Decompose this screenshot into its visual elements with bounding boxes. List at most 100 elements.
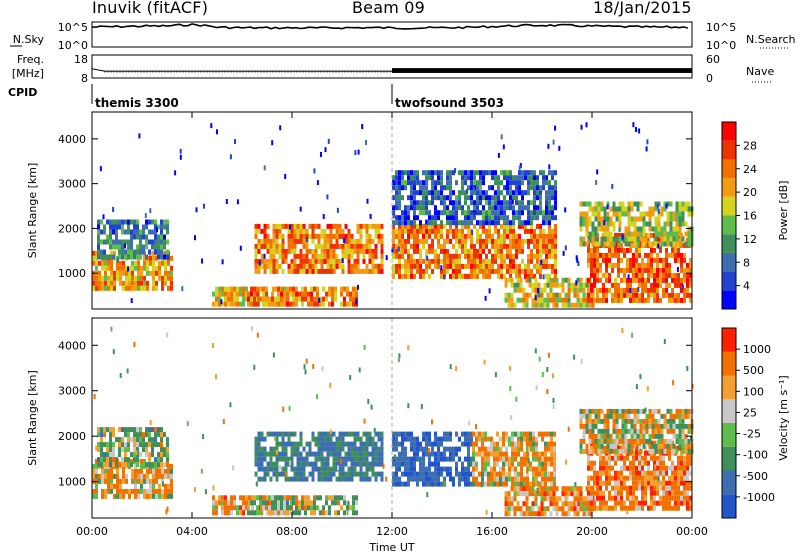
power-cell — [401, 263, 404, 269]
power-cell — [539, 243, 542, 249]
velocity-cell — [651, 418, 655, 424]
power-cell — [446, 253, 449, 259]
velocity-cell — [152, 473, 155, 479]
velocity-cell — [275, 441, 279, 447]
power-cell — [236, 291, 239, 297]
velocity-cell — [425, 441, 428, 447]
velocity-cell — [582, 413, 586, 419]
velocity-cell — [635, 470, 638, 476]
power-cell — [521, 205, 524, 211]
power-cell — [509, 190, 512, 196]
velocity-cell — [374, 441, 378, 447]
velocity-cell — [496, 471, 499, 477]
power-cell — [681, 211, 685, 217]
power-cell — [359, 238, 363, 244]
power-scatter — [179, 154, 182, 160]
power-cell — [530, 253, 533, 259]
power-cell — [608, 287, 611, 293]
power-colorbar-segment — [722, 271, 736, 291]
power-scatter — [629, 288, 632, 293]
power-scatter — [552, 139, 555, 145]
velocity-cell — [236, 510, 239, 516]
power-cell — [103, 249, 106, 255]
power-cell — [346, 286, 349, 292]
power-cell — [630, 221, 634, 227]
power-cell — [617, 232, 620, 238]
velocity-cell — [645, 413, 649, 419]
power-cell — [573, 292, 577, 298]
velocity-cell — [651, 423, 655, 429]
velocity-cell — [605, 500, 608, 506]
power-cell — [533, 233, 536, 239]
power-cell — [588, 231, 592, 237]
velocity-cell — [499, 446, 502, 452]
velocity-cell — [662, 495, 665, 501]
velocity-cell — [320, 466, 324, 472]
velocity-cell — [320, 441, 324, 447]
power-cell — [236, 286, 239, 292]
power-cell — [518, 175, 521, 181]
velocity-cell — [464, 456, 467, 462]
power-cell — [158, 270, 161, 276]
power-scatter — [116, 257, 119, 263]
velocity-cell — [311, 431, 315, 437]
power-cell — [392, 273, 395, 279]
velocity-cell — [326, 476, 330, 482]
velocity-cell — [597, 438, 601, 444]
power-cell — [479, 180, 482, 186]
power-cell — [624, 211, 628, 217]
power-cell — [530, 273, 533, 279]
power-cell — [305, 243, 309, 249]
velocity-cell — [510, 496, 514, 502]
velocity-cell — [398, 461, 401, 467]
power-cell — [476, 180, 479, 186]
power-cell — [295, 291, 298, 297]
velocity-cell — [314, 436, 318, 442]
power-cell — [527, 175, 530, 181]
velocity-cell — [635, 455, 638, 461]
power-cell — [689, 297, 692, 303]
velocity-cell — [269, 446, 273, 452]
velocity-cell — [665, 470, 668, 476]
velocity-cell — [517, 436, 520, 442]
power-cell — [461, 238, 464, 244]
velocity-cell — [98, 478, 101, 484]
power-cell — [545, 200, 548, 206]
velocity-cell — [648, 433, 652, 439]
power-cell — [449, 273, 452, 279]
velocity-cell — [507, 511, 511, 517]
power-cell — [152, 280, 155, 286]
velocity-cell — [615, 413, 619, 419]
power-cell — [467, 223, 470, 229]
power-cell — [461, 180, 464, 186]
power-scatter — [682, 284, 685, 290]
velocity-cell — [295, 510, 298, 516]
power-cell — [608, 247, 611, 253]
power-cell — [344, 223, 348, 229]
power-cell — [301, 296, 304, 302]
velocity-cell — [160, 447, 163, 453]
power-cell — [536, 223, 539, 229]
velocity-cell — [422, 461, 425, 467]
power-cell — [656, 252, 659, 258]
velocity-cell — [630, 408, 634, 414]
power-cell — [525, 292, 529, 298]
power-cell — [642, 221, 646, 227]
velocity-cell — [587, 480, 590, 486]
velocity-cell — [510, 486, 514, 492]
power-cell — [588, 201, 592, 207]
velocity-cell — [307, 505, 310, 511]
power-cell — [558, 297, 562, 303]
velocity-cell — [478, 436, 481, 442]
velocity-cell — [242, 500, 245, 506]
velocity-cell — [587, 475, 590, 481]
power-cell — [143, 280, 146, 286]
velocity-cell — [266, 451, 270, 457]
velocity-cell — [154, 462, 157, 468]
power-cell — [531, 297, 535, 303]
power-cell — [458, 253, 461, 259]
power-cell — [593, 262, 596, 268]
velocity-cell — [603, 448, 607, 454]
power-cell — [253, 296, 256, 302]
power-cell — [452, 233, 455, 239]
